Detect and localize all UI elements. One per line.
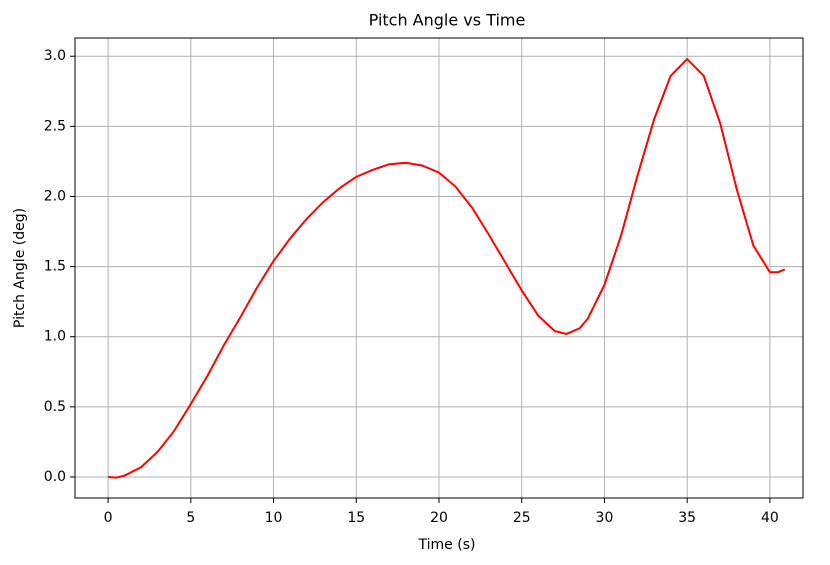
y-tick-label: 2.0: [44, 188, 66, 204]
x-tick-label: 5: [186, 510, 195, 526]
x-tick-label: 30: [596, 510, 614, 526]
data-line: [108, 57, 786, 479]
x-tick-label: 15: [347, 510, 365, 526]
chart-title: Pitch Angle vs Time: [369, 11, 526, 30]
x-tick-label: 40: [761, 510, 779, 526]
plot-frame: [74, 37, 804, 499]
y-tick-label: 1.5: [44, 259, 66, 275]
x-tick-label: 10: [265, 510, 283, 526]
x-tick-label: 35: [678, 510, 696, 526]
y-tick-label: 3.0: [44, 48, 66, 64]
x-tick-label: 20: [430, 510, 448, 526]
x-tick-label: 0: [104, 510, 113, 526]
y-tick-label: 2.5: [44, 118, 66, 134]
x-tick-label: 25: [513, 510, 531, 526]
y-axis-label: Pitch Angle (deg): [12, 208, 28, 328]
y-tick-label: 0.5: [44, 399, 66, 415]
y-tick-label: 0.0: [44, 469, 66, 485]
y-tick-label: 1.0: [44, 329, 66, 345]
x-axis-label: Time (s): [418, 537, 476, 553]
